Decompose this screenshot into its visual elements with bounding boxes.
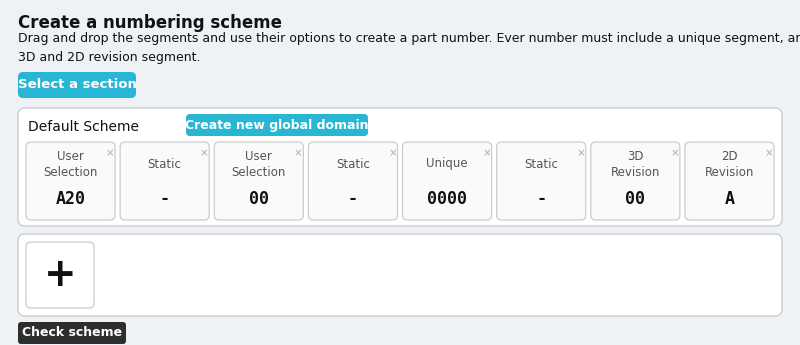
Text: A: A xyxy=(725,190,734,208)
Text: A20: A20 xyxy=(55,190,86,208)
Text: -: - xyxy=(160,190,170,208)
Text: Static: Static xyxy=(524,158,558,170)
FancyBboxPatch shape xyxy=(26,142,115,220)
FancyBboxPatch shape xyxy=(18,234,782,316)
Text: ×: × xyxy=(482,148,491,158)
FancyBboxPatch shape xyxy=(18,322,126,344)
FancyBboxPatch shape xyxy=(214,142,303,220)
Text: ×: × xyxy=(200,148,209,158)
Text: Drag and drop the segments and use their options to create a part number. Ever n: Drag and drop the segments and use their… xyxy=(18,32,800,63)
FancyBboxPatch shape xyxy=(497,142,586,220)
FancyBboxPatch shape xyxy=(18,72,136,98)
Text: ×: × xyxy=(765,148,774,158)
Text: +: + xyxy=(44,256,76,294)
Text: 00: 00 xyxy=(626,190,646,208)
Text: 2D
Revision: 2D Revision xyxy=(705,149,754,178)
FancyBboxPatch shape xyxy=(26,242,94,308)
Text: User
Selection: User Selection xyxy=(43,149,98,178)
Text: Static: Static xyxy=(148,158,182,170)
FancyBboxPatch shape xyxy=(120,142,210,220)
Text: Select a section: Select a section xyxy=(18,79,137,91)
Text: ×: × xyxy=(294,148,302,158)
Text: ×: × xyxy=(670,148,679,158)
Text: Create new global domain: Create new global domain xyxy=(186,118,369,131)
FancyBboxPatch shape xyxy=(186,114,368,136)
Text: Default Scheme: Default Scheme xyxy=(28,120,139,134)
Text: 00: 00 xyxy=(249,190,269,208)
FancyBboxPatch shape xyxy=(402,142,492,220)
Text: Static: Static xyxy=(336,158,370,170)
FancyBboxPatch shape xyxy=(590,142,680,220)
FancyBboxPatch shape xyxy=(308,142,398,220)
Text: -: - xyxy=(348,190,358,208)
Text: -: - xyxy=(536,190,546,208)
Text: ×: × xyxy=(106,148,114,158)
FancyBboxPatch shape xyxy=(18,108,782,226)
Text: 3D
Revision: 3D Revision xyxy=(610,149,660,178)
Text: Unique: Unique xyxy=(426,158,468,170)
Text: Create a numbering scheme: Create a numbering scheme xyxy=(18,14,282,32)
Text: User
Selection: User Selection xyxy=(232,149,286,178)
Text: Check scheme: Check scheme xyxy=(22,326,122,339)
FancyBboxPatch shape xyxy=(685,142,774,220)
Text: ×: × xyxy=(576,148,585,158)
Text: ×: × xyxy=(388,148,397,158)
Text: 0000: 0000 xyxy=(427,190,467,208)
